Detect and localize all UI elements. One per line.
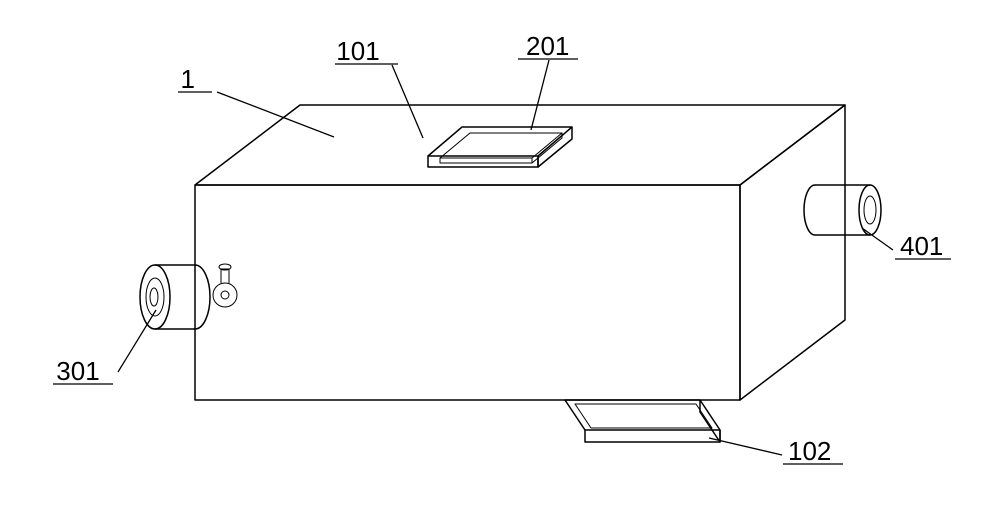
leader-lines (118, 60, 893, 455)
label-left-cylinder: 301 (56, 356, 99, 386)
leader-main-body (217, 92, 334, 137)
right-cylinder (804, 185, 881, 235)
label-bottom-tray: 102 (788, 436, 831, 466)
bottom-tray (565, 400, 720, 442)
label-hopper: 201 (526, 31, 569, 61)
leader-left-cyl (118, 310, 156, 372)
label-main-body: 1 (181, 64, 195, 94)
leader-bottom-tray (709, 438, 782, 455)
top-hopper (428, 127, 572, 167)
main-body (195, 105, 845, 400)
left-knob (213, 264, 237, 307)
label-top-surface: 101 (336, 36, 379, 66)
leader-hopper (531, 60, 549, 130)
label-right-cylinder: 401 (900, 231, 943, 261)
engineering-diagram: 1 101 201 401 301 102 (0, 0, 1000, 511)
leader-top-surface (392, 65, 423, 138)
leader-right-cyl (862, 228, 893, 250)
